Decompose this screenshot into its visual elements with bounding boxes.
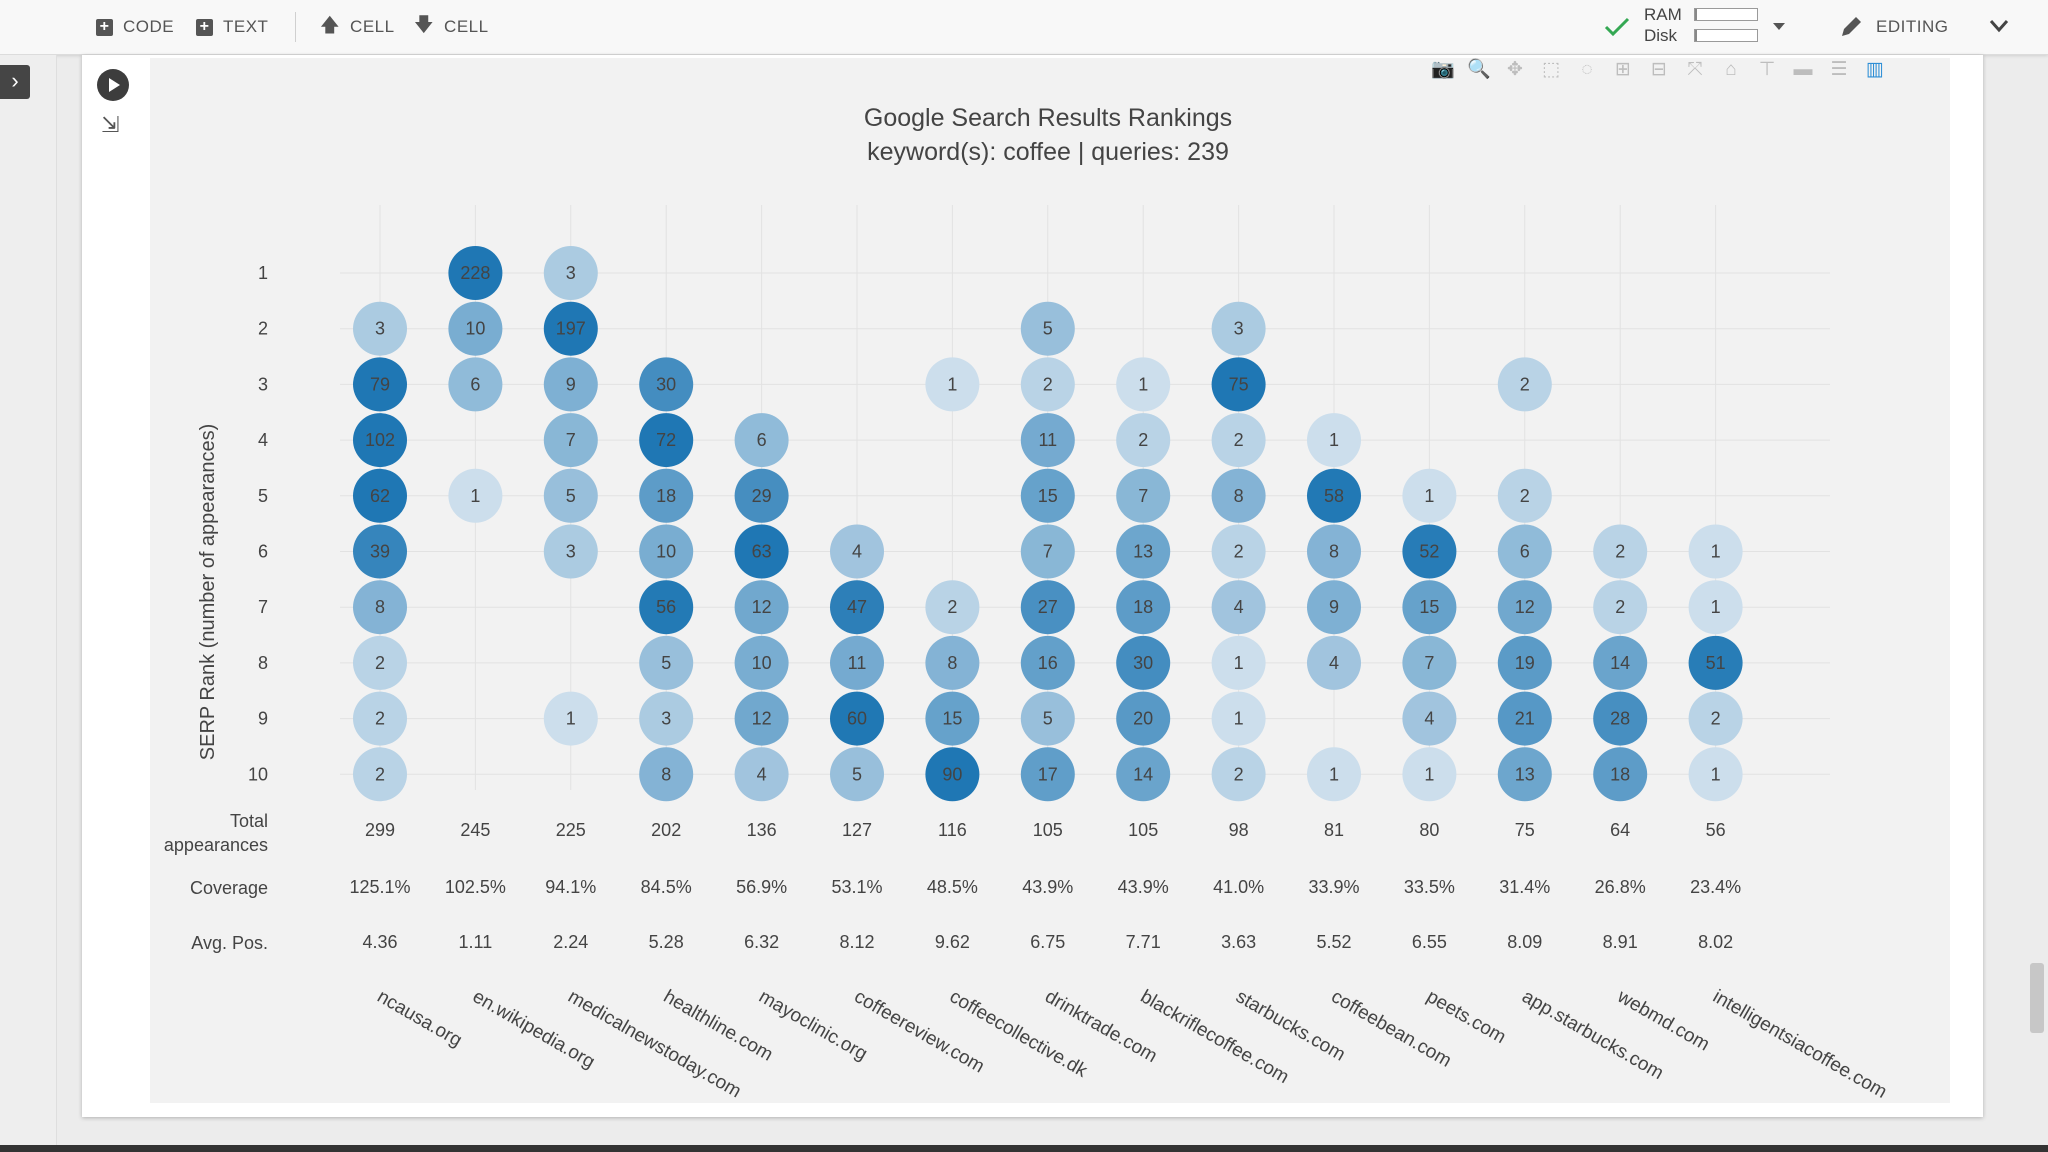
cell-up-label: CELL: [350, 17, 395, 36]
zoom-in-icon[interactable]: ⊞: [1615, 59, 1631, 80]
box-select-icon[interactable]: ⬚: [1542, 59, 1560, 80]
zoom-out-icon[interactable]: ⊟: [1651, 59, 1667, 80]
text-label: TEXT: [223, 17, 269, 36]
zoom-icon[interactable]: 🔍: [1467, 59, 1491, 80]
hover-closest-icon[interactable]: ▬: [1793, 59, 1813, 80]
add-text-button[interactable]: + TEXT: [196, 14, 268, 40]
spike-lines-icon[interactable]: ⊤: [1758, 59, 1776, 80]
chevron-right-icon: ›: [11, 68, 19, 93]
arrow-down-icon: 🡇: [414, 15, 435, 36]
reset-axes-icon[interactable]: ⌂: [1725, 59, 1737, 80]
ram-usage-bar: [1694, 8, 1758, 21]
toolbar-divider: [295, 12, 296, 42]
chevron-down-icon[interactable]: [1989, 19, 2009, 33]
run-cell-button[interactable]: [97, 69, 129, 101]
scrollbar-thumb[interactable]: [2030, 963, 2044, 1033]
status-bar: [0, 1145, 2048, 1152]
pencil-icon: [1842, 17, 1861, 36]
plotly-modebar: 📷 🔍 ✥ ⬚ ◌ ⊞ ⊟ ⤧ ⌂ ⊤ ▬ ☰ ▥: [1431, 58, 1887, 84]
left-sidebar: [0, 55, 57, 1145]
plus-icon: +: [96, 18, 113, 36]
cell-down-label: CELL: [444, 17, 489, 36]
resources-indicator[interactable]: RAM Disk: [1644, 4, 1682, 46]
code-label: CODE: [123, 17, 175, 36]
disk-label: Disk: [1644, 26, 1678, 45]
arrow-up-icon: 🡅: [320, 15, 341, 36]
disk-usage-bar: [1694, 29, 1758, 42]
connected-check-icon: [1604, 17, 1630, 37]
ram-usage-fill: [1695, 9, 1698, 20]
output-redirect-icon[interactable]: ⇲: [101, 112, 120, 137]
disk-usage-fill: [1695, 30, 1698, 41]
notebook-toolbar: + CODE + TEXT 🡅 CELL 🡇 CELL RAM Disk EDI…: [0, 0, 2048, 55]
editing-mode-button[interactable]: EDITING: [1876, 14, 1948, 40]
ram-label: RAM: [1644, 5, 1682, 24]
pan-icon[interactable]: ✥: [1507, 59, 1523, 80]
autoscale-icon[interactable]: ⤧: [1687, 59, 1703, 80]
expand-sidebar-button[interactable]: ›: [0, 65, 30, 99]
editing-label: EDITING: [1876, 17, 1949, 36]
camera-icon[interactable]: 📷: [1431, 59, 1455, 80]
hover-compare-icon[interactable]: ☰: [1830, 59, 1848, 80]
plot-area: [150, 58, 1950, 1103]
move-cell-up-button[interactable]: 🡅 CELL: [320, 14, 395, 40]
resources-dropdown-icon[interactable]: [1772, 22, 1786, 32]
plus-icon: +: [196, 18, 213, 36]
move-cell-down-button[interactable]: 🡇 CELL: [414, 14, 489, 40]
lasso-select-icon[interactable]: ◌: [1581, 59, 1593, 80]
plotly-logo-icon[interactable]: ▥: [1866, 59, 1884, 80]
add-code-button[interactable]: + CODE: [96, 14, 174, 40]
